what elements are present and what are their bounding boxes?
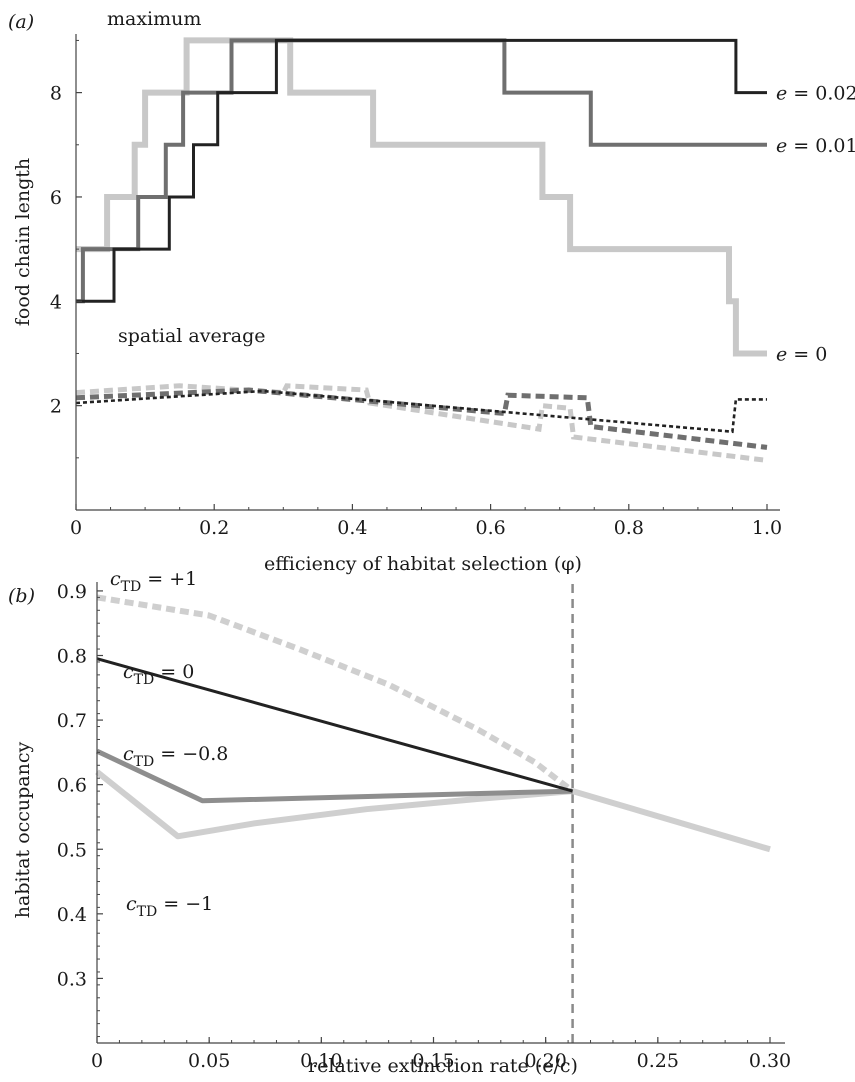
panel-b-y-tick-label: 0.9 [57,581,87,603]
panel-b-label: (b) [8,585,35,607]
panel-b-y-tick-label: 0.5 [57,839,87,861]
panel-a-x-axis-title: efficiency of habitat selection (φ) [264,553,582,575]
panel-b-x-tick-label: 0.30 [749,1050,791,1072]
panel-a-series-label: e = 0.01 [776,135,855,157]
panel-a-series-label: e = 0 [776,343,827,365]
panel-b-occupancy-line [96,594,575,794]
panel-b-series-label: cTD = −0.8 [123,743,228,770]
panel-b-x-tick-label: 0.25 [637,1050,679,1072]
annotation-spatial-average: spatial average [118,325,266,347]
panel-a-x-tick-label: 0 [70,517,82,539]
panel-a-y-tick-label: 8 [50,83,62,105]
panel-a-y-tick-label: 6 [50,187,62,209]
panel-a-maximum-line [76,37,767,357]
panel-b-occupancy-line [96,657,574,793]
panel-b-y-tick-label: 0.8 [57,646,87,668]
panel-a-series-labels: e = 0.02 e = 0.01 e = 0 [776,83,855,366]
panel-b-x-tick-label: 0.20 [525,1050,567,1072]
panel-b-x-tick-label: 0.15 [412,1050,454,1072]
panel-b-series-group [95,594,771,853]
panel-a-food-chain-length-chart: (a) 0 0.2 0.4 0.6 0.8 1.0 2 4 6 8 efficiency of … [8,8,855,575]
panel-b-y-axis-title: habitat occupancy [12,741,34,918]
panel-a-x-tick-label: 0.6 [475,517,505,539]
panel-a-y-ticks: 2 4 6 8 [50,39,82,459]
panel-b-x-axis-title: relative extinction rate (e/c) [308,1055,578,1077]
panel-a-x-tick-label: 0.2 [199,517,229,539]
panel-a-maximum-line [76,38,767,303]
panel-a-x-tick-label: 0.8 [614,517,644,539]
panel-b-y-tick-label: 0.7 [57,710,87,732]
panel-a-x-tick-label: 1.0 [752,517,782,539]
panel-a-y-axis-title: food chain length [12,158,34,326]
panel-b-x-tick-label: 0.10 [300,1050,342,1072]
annotation-maximum: maximum [107,8,201,30]
panel-b-occupancy-line [95,748,573,804]
panel-b-y-tick-label: 0.6 [57,775,87,797]
panel-a-x-tick-label: 0.4 [337,517,367,539]
panel-b-series-labels: cTD = +1 cTD = 0 cTD = −0.8 cTD = −1 [110,568,228,920]
panel-b-occupancy-line [571,788,771,853]
panel-a-label: (a) [8,11,34,33]
panel-a-x-ticks: 0 0.2 0.4 0.6 0.8 1.0 [70,504,782,539]
panel-b-y-tick-label: 0.4 [57,904,87,926]
panel-b-series-label: cTD = 0 [123,661,194,688]
panel-b-x-tick-label: 0 [91,1050,103,1072]
panel-b-x-tick-label: 0.05 [188,1050,230,1072]
panel-a-spatial-average-line [75,383,768,463]
panel-b-series-label: cTD = +1 [110,568,197,595]
panel-b-y-tick-label: 0.3 [57,968,87,990]
panel-b-y-ticks: 0.3 0.4 0.5 0.6 0.7 0.8 0.9 [57,581,103,1038]
panel-a-series-label: e = 0.02 [776,83,855,105]
panel-b-x-ticks: 0 0.05 0.10 0.15 0.20 0.25 0.30 [91,1037,791,1072]
panel-a-series-group [75,37,768,463]
panel-b-occupancy-line [95,769,573,840]
panel-b-series-label: cTD = −1 [126,893,213,920]
panel-a-y-tick-label: 2 [50,396,62,418]
panel-a-spatial-average-line [75,387,768,450]
panel-a-maximum-line [76,38,767,304]
panel-a-y-tick-label: 4 [50,291,62,313]
panel-a-spatial-average-line [75,389,767,434]
panel-b-habitat-occupancy-chart: (b) 0 0.05 0.10 0.15 0.20 0.25 0.30 0.30.40.50… [8,568,791,1077]
